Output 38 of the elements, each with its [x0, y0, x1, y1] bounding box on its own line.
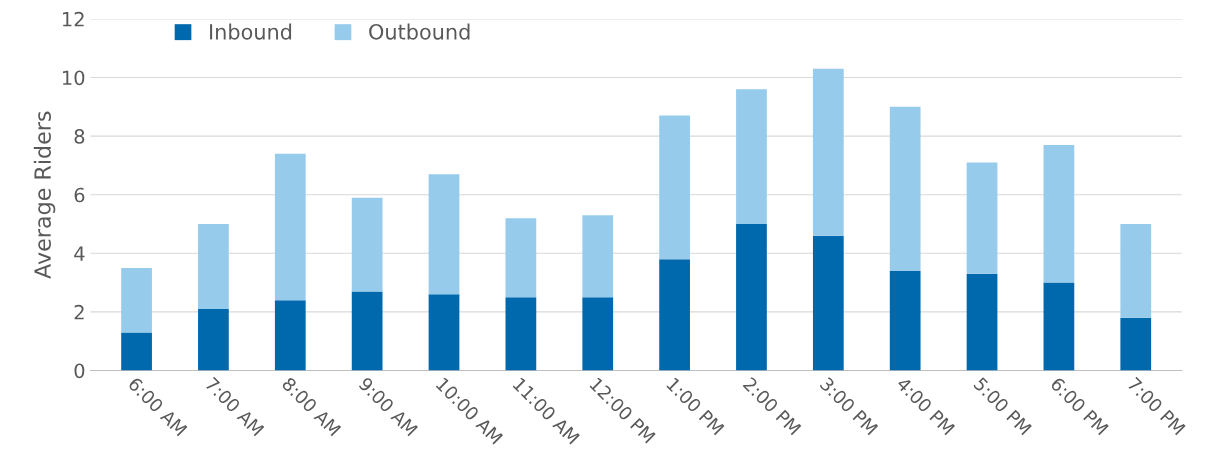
bar [351, 197, 383, 292]
bar [889, 106, 921, 271]
bar [582, 215, 614, 298]
legend-label: Inbound [210, 23, 292, 40]
y-tick-label: 0 [74, 363, 85, 379]
bar [966, 162, 998, 274]
y-tick-label: 4 [74, 246, 85, 261]
y-tick-label: 8 [74, 129, 85, 144]
y-tick-label: 2 [74, 304, 84, 320]
bar [121, 267, 152, 333]
bar [736, 89, 767, 224]
y-tick-label: 12 [62, 11, 84, 27]
bar [1120, 224, 1152, 318]
bar [428, 294, 460, 371]
bar [274, 300, 306, 371]
y-tick-label: 6 [74, 187, 85, 203]
bar [736, 224, 767, 371]
bar [428, 174, 460, 295]
bar [198, 308, 229, 371]
bar [1043, 282, 1075, 371]
bar [351, 291, 383, 371]
bar [1120, 317, 1152, 371]
bar [505, 297, 537, 371]
y-tick-label: 10 [62, 70, 85, 86]
bar [889, 270, 921, 371]
bar [812, 68, 844, 236]
bar [966, 273, 998, 371]
bar [582, 297, 614, 371]
bar [659, 115, 690, 260]
bar [505, 218, 537, 298]
bar [121, 332, 152, 371]
bar [659, 259, 690, 371]
legend-label: Outbound [369, 23, 470, 40]
y-axis-title: Average Riders [33, 111, 56, 279]
bar [198, 224, 229, 309]
bar [274, 153, 306, 301]
bar [1043, 144, 1075, 283]
bar [812, 235, 844, 371]
